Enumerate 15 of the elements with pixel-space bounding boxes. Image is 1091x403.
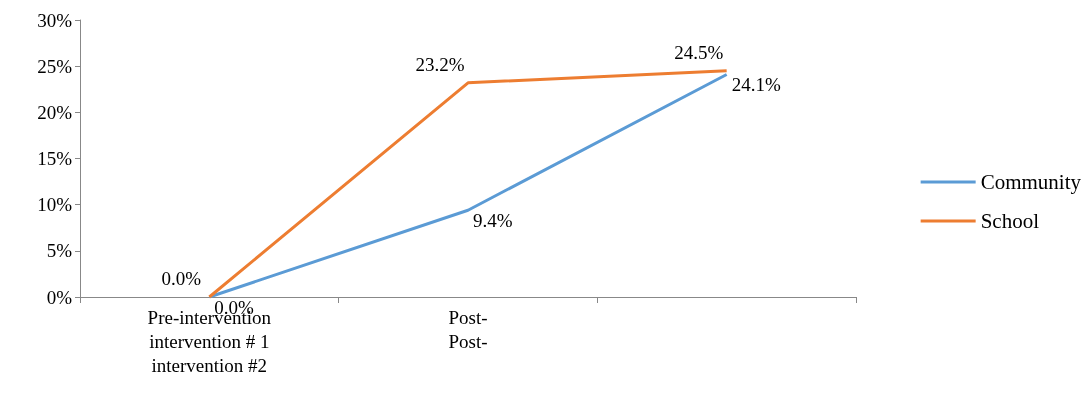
y-tick-label: 10% — [37, 194, 73, 216]
y-tick-label: 15% — [37, 148, 73, 169]
data-label: 24.5% — [674, 41, 724, 63]
x-tick-label: Post- Post- — [448, 306, 488, 352]
y-tick-label: 30% — [37, 9, 73, 31]
legend-label: School — [980, 209, 1040, 233]
legend-label: Community — [980, 170, 1082, 194]
data-label: 24.1% — [731, 73, 781, 95]
y-tick-label: 5% — [46, 240, 73, 262]
y-tick-label: 0% — [46, 286, 73, 308]
y-tick-label: 20% — [37, 101, 73, 123]
data-label: 23.2% — [415, 53, 465, 75]
y-tick-label: 25% — [37, 55, 73, 77]
data-label: 0.0% — [161, 268, 202, 289]
data-label: 9.4% — [473, 209, 513, 231]
